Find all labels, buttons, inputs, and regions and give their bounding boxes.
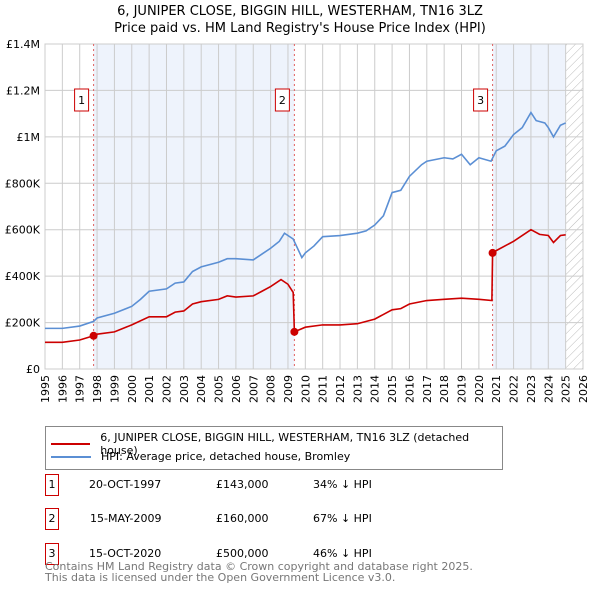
x-tick-label: 1995 bbox=[39, 375, 52, 403]
sale-row: 1 20-OCT-1997 £143,000 34% ↓ HPI bbox=[45, 474, 445, 496]
legend-swatch-blue bbox=[51, 455, 91, 458]
y-tick-label: £1M bbox=[17, 131, 41, 144]
x-tick-label: 2009 bbox=[282, 375, 295, 403]
x-tick-label: 2000 bbox=[126, 375, 139, 403]
sale-hpi: 34% ↓ HPI bbox=[313, 478, 372, 491]
x-tick-label: 1996 bbox=[56, 375, 69, 403]
legend-item-hpi: HPI: Average price, detached house, Brom… bbox=[51, 450, 350, 463]
x-tick-label: 2017 bbox=[421, 375, 434, 403]
x-tick-label: 2006 bbox=[230, 375, 243, 403]
y-tick-label: £800K bbox=[5, 177, 41, 190]
y-tick-label: £1.4M bbox=[6, 38, 40, 51]
x-tick-label: 2010 bbox=[299, 375, 312, 403]
legend: 6, JUNIPER CLOSE, BIGGIN HILL, WESTERHAM… bbox=[45, 426, 503, 470]
x-tick-label: 2023 bbox=[525, 375, 538, 403]
legend-label: HPI: Average price, detached house, Brom… bbox=[101, 450, 351, 463]
x-tick-label: 2020 bbox=[473, 375, 486, 403]
plot-area: 1995 1996 1997 1998 1999 2000 2001 2002 2003 2004… bbox=[5, 38, 590, 403]
sale-hpi: 46% ↓ HPI bbox=[313, 547, 372, 560]
x-tick-label: 2021 bbox=[490, 375, 503, 403]
x-tick-label: 2013 bbox=[351, 375, 364, 403]
x-tick-label: 2018 bbox=[438, 375, 451, 403]
x-tick-label: 2002 bbox=[160, 375, 173, 403]
sale-marker: 2 bbox=[45, 508, 59, 530]
footer-line: Contains HM Land Registry data © Crown c… bbox=[45, 560, 473, 573]
y-tick-label: £400K bbox=[5, 270, 41, 283]
sale-price: £143,000 bbox=[216, 478, 269, 491]
sale-hpi: 67% ↓ HPI bbox=[313, 512, 372, 525]
future-hatch bbox=[565, 44, 583, 369]
x-tick-label: 2005 bbox=[213, 375, 226, 403]
legend-label: 6, JUNIPER CLOSE, BIGGIN HILL, WESTERHAM… bbox=[100, 431, 470, 457]
x-tick-label: 2024 bbox=[542, 375, 555, 403]
sale-label-box bbox=[473, 88, 489, 112]
x-tick-label: 2012 bbox=[334, 375, 347, 403]
sale-label: 2 bbox=[279, 94, 286, 107]
sale-marker: 1 bbox=[45, 474, 59, 496]
x-tick-label: 2025 bbox=[560, 375, 573, 403]
sale-row: 2 15-MAY-2009 £160,000 67% ↓ HPI bbox=[45, 508, 445, 530]
sale-point bbox=[89, 331, 98, 340]
y-tick-label: £1.2M bbox=[6, 84, 40, 97]
legend-item-property: 6, JUNIPER CLOSE, BIGGIN HILL, WESTERHAM… bbox=[51, 431, 502, 457]
sale-label: 3 bbox=[477, 94, 484, 107]
legend-swatch-red bbox=[51, 443, 91, 445]
sale-marker: 3 bbox=[45, 543, 59, 565]
shaded-region bbox=[93, 44, 295, 369]
x-tick-label: 2016 bbox=[403, 375, 416, 403]
x-tick-label: 2008 bbox=[265, 375, 278, 403]
y-tick-label: £0 bbox=[26, 363, 40, 376]
x-tick-label: 2019 bbox=[456, 375, 469, 403]
sale-date: 20-OCT-1997 bbox=[89, 478, 162, 491]
x-tick-label: 1997 bbox=[74, 375, 87, 403]
x-tick-label: 2007 bbox=[247, 375, 260, 403]
chart-subtitle: Price paid vs. HM Land Registry's House … bbox=[114, 21, 486, 36]
chart-title: 6, JUNIPER CLOSE, BIGGIN HILL, WESTERHAM… bbox=[117, 4, 483, 19]
x-tick-label: 2026 bbox=[577, 375, 590, 403]
x-tick-label: 2001 bbox=[143, 375, 156, 403]
sale-row: 3 15-OCT-2020 £500,000 46% ↓ HPI bbox=[45, 543, 445, 565]
plot-border bbox=[44, 43, 584, 370]
x-tick-label: 1999 bbox=[108, 375, 121, 403]
x-tick-label: 2011 bbox=[317, 375, 330, 403]
y-tick-label: £200K bbox=[5, 317, 41, 330]
footer-line: This data is licensed under the Open Gov… bbox=[45, 571, 396, 584]
sale-date: 15-MAY-2009 bbox=[90, 512, 162, 525]
hpi-line bbox=[45, 110, 566, 330]
sale-price: £500,000 bbox=[216, 547, 269, 560]
sale-point bbox=[290, 327, 299, 336]
x-tick-label: 2003 bbox=[178, 375, 191, 403]
x-tick-label: 2014 bbox=[369, 375, 382, 403]
sale-point bbox=[488, 248, 497, 257]
shaded-region bbox=[492, 44, 566, 369]
y-tick-label: £600K bbox=[5, 224, 41, 237]
footer: Contains HM Land Registry data © Crown c… bbox=[45, 561, 473, 583]
x-tick-label: 1998 bbox=[91, 375, 104, 403]
x-tick-label: 2004 bbox=[195, 375, 208, 403]
sale-label-box bbox=[74, 88, 90, 112]
x-tick-label: 2015 bbox=[386, 375, 399, 403]
x-tick-label: 2022 bbox=[508, 375, 521, 403]
sale-price: £160,000 bbox=[216, 512, 269, 525]
sale-label: 1 bbox=[78, 94, 85, 107]
sale-date: 15-OCT-2020 bbox=[89, 547, 162, 560]
sale-label-box bbox=[274, 88, 290, 112]
